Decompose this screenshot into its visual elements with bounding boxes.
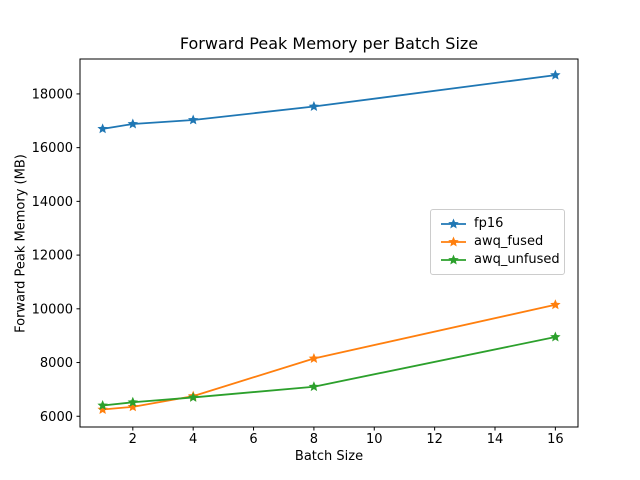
x-tick-label: 2 <box>129 432 137 447</box>
data-point-marker <box>550 69 561 80</box>
legend-entry-fp16: fp16 <box>440 215 555 233</box>
legend-label: fp16 <box>474 216 504 231</box>
data-point-marker <box>550 331 561 342</box>
data-point-marker <box>127 401 139 412</box>
y-tick-label: 16000 <box>32 141 73 156</box>
y-tick-label: 12000 <box>32 249 73 264</box>
x-axis-label: Batch Size <box>294 449 364 464</box>
legend-label: awq_fused <box>474 234 544 249</box>
x-tick-label: 6 <box>249 432 257 447</box>
y-tick-label: 18000 <box>32 87 73 102</box>
y-tick-label: 14000 <box>32 195 73 210</box>
line-star-swatch-icon <box>441 236 466 247</box>
data-point-marker <box>308 381 320 392</box>
series-line-awq_unfused <box>101 336 557 407</box>
axes-frame <box>79 58 579 428</box>
chart-title: Forward Peak Memory per Batch Size <box>179 34 479 53</box>
data-point-marker <box>187 391 199 402</box>
legend-label: awq_unfused <box>474 252 560 267</box>
data-point-marker <box>550 299 561 310</box>
x-tick-label: 8 <box>310 432 318 447</box>
data-point-marker <box>97 400 108 410</box>
data-point-marker <box>127 396 139 407</box>
x-tick-label: 4 <box>189 432 197 447</box>
data-point-marker <box>127 118 139 129</box>
data-point-marker <box>187 114 199 125</box>
legend-entry-awq-fused: awq_fused <box>440 233 555 251</box>
y-tick-label: 6000 <box>40 410 73 425</box>
x-tick-label: 10 <box>366 432 383 447</box>
legend: fp16 awq_fused awq_unfused <box>430 209 565 275</box>
line-star-swatch-icon <box>441 254 466 265</box>
series-line-fp16 <box>101 74 557 130</box>
legend-entry-awq-unfused: awq_unfused <box>440 251 560 269</box>
line-star-swatch-icon <box>441 218 466 229</box>
data-point-marker <box>308 353 320 363</box>
x-tick-label: 12 <box>426 432 443 447</box>
series-line-awq_fused <box>101 303 557 411</box>
y-tick-label: 8000 <box>40 356 73 371</box>
data-point-marker <box>97 404 108 414</box>
y-tick-label: 10000 <box>32 302 73 317</box>
data-point-marker <box>308 101 320 111</box>
x-tick-label: 16 <box>547 432 564 447</box>
data-point-marker <box>97 123 108 134</box>
x-tick-label: 14 <box>487 432 504 447</box>
